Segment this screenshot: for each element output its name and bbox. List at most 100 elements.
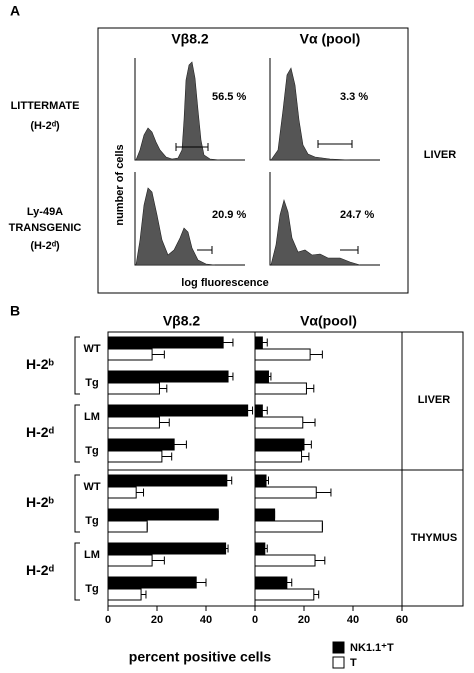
x-tick-label: 0 bbox=[252, 614, 258, 626]
row-label: TRANSGENIC bbox=[9, 222, 82, 234]
error-bar bbox=[228, 372, 234, 381]
error-bar bbox=[301, 452, 310, 461]
error-bar bbox=[247, 406, 254, 415]
error-bar bbox=[268, 372, 272, 381]
group-label: H-2ᵈ bbox=[26, 424, 55, 440]
error-bar bbox=[304, 440, 312, 449]
error-bar bbox=[159, 384, 168, 393]
category-label: Tg bbox=[85, 445, 98, 457]
bar bbox=[107, 576, 197, 589]
bar bbox=[254, 520, 323, 533]
bar bbox=[107, 438, 175, 451]
bar bbox=[254, 416, 304, 429]
group-bracket bbox=[74, 474, 80, 533]
percent-label: 20.9 % bbox=[212, 209, 246, 221]
category-label: Tg bbox=[85, 377, 98, 389]
histograms bbox=[134, 58, 380, 266]
group-bracket bbox=[74, 542, 80, 601]
chart-title: Vβ8.2 bbox=[163, 313, 201, 329]
bar bbox=[107, 554, 153, 567]
section-label: THYMUS bbox=[411, 532, 457, 544]
bar bbox=[254, 348, 311, 361]
error-bar bbox=[262, 406, 268, 415]
error-bar bbox=[310, 350, 323, 359]
bar bbox=[107, 486, 137, 499]
bar bbox=[254, 450, 303, 463]
bar bbox=[254, 404, 263, 417]
group-bracket bbox=[74, 404, 80, 463]
percent-label: 56.5 % bbox=[212, 91, 246, 103]
bar bbox=[107, 474, 228, 487]
bar bbox=[107, 450, 163, 463]
error-bar bbox=[302, 418, 316, 427]
bar bbox=[254, 438, 305, 451]
bar bbox=[254, 382, 307, 395]
bar bbox=[254, 576, 288, 589]
bar bbox=[254, 542, 266, 555]
bar bbox=[107, 520, 148, 533]
error-bar bbox=[159, 418, 170, 427]
legend-label: NK1.1⁺T bbox=[350, 642, 394, 654]
x-tick-label: 40 bbox=[200, 614, 212, 626]
chart-title: Vα(pool) bbox=[300, 313, 357, 329]
category-label: LM bbox=[84, 549, 100, 561]
category-label: Tg bbox=[85, 515, 98, 527]
error-bar bbox=[225, 544, 229, 553]
group-bracket bbox=[74, 336, 80, 395]
error-bar bbox=[141, 590, 147, 599]
category-label: Tg bbox=[85, 583, 98, 595]
x-axis-label: log fluorescence bbox=[181, 277, 268, 289]
percent-label: 24.7 % bbox=[340, 209, 374, 221]
bar bbox=[107, 404, 249, 417]
error-bar bbox=[152, 350, 165, 359]
category-label: WT bbox=[83, 343, 100, 355]
x-tick-label: 60 bbox=[396, 614, 408, 626]
row-label: Ly-49A bbox=[27, 206, 63, 218]
x-axis-label: percent positive cells bbox=[129, 649, 272, 665]
legend-swatch bbox=[332, 656, 345, 669]
percent-label: 3.3 % bbox=[340, 91, 368, 103]
group-label: H-2ᵈ bbox=[26, 562, 55, 578]
bar bbox=[254, 486, 317, 499]
x-tick-label: 40 bbox=[347, 614, 359, 626]
x-tick-label: 20 bbox=[151, 614, 163, 626]
row-label: (H-2ᵈ) bbox=[30, 240, 60, 252]
bar bbox=[254, 474, 267, 487]
panel-label: B bbox=[10, 303, 20, 319]
bar bbox=[107, 416, 160, 429]
section-label: LIVER bbox=[418, 394, 450, 406]
legend-swatch bbox=[332, 641, 345, 654]
error-bar bbox=[306, 384, 315, 393]
bar bbox=[107, 542, 227, 555]
error-bar bbox=[223, 338, 234, 347]
bar bbox=[254, 370, 269, 383]
error-bar bbox=[161, 452, 173, 461]
category-label: LM bbox=[84, 411, 100, 423]
bar bbox=[254, 554, 316, 567]
error-bar bbox=[226, 476, 233, 485]
y-axis-label: number of cells bbox=[114, 144, 126, 225]
error-bar bbox=[152, 556, 165, 565]
error-bar bbox=[313, 590, 320, 599]
row-label: LITTERMATE bbox=[11, 100, 80, 112]
error-bar bbox=[136, 488, 145, 497]
bar bbox=[107, 508, 219, 521]
bar bbox=[107, 348, 153, 361]
category-label: WT bbox=[83, 481, 100, 493]
bar bbox=[254, 336, 263, 349]
panel-label: A bbox=[10, 3, 20, 19]
column-title: Vβ8.2 bbox=[171, 31, 209, 47]
bar bbox=[107, 382, 160, 395]
error-bar bbox=[174, 440, 187, 449]
group-label: H-2ᵇ bbox=[26, 494, 55, 510]
bar bbox=[254, 588, 315, 601]
group-label: H-2ᵇ bbox=[26, 356, 55, 372]
legend-label: T bbox=[350, 657, 357, 669]
panel-frame bbox=[97, 27, 409, 294]
bar bbox=[254, 508, 276, 521]
error-bar bbox=[286, 578, 293, 587]
column-title: Vα (pool) bbox=[300, 31, 361, 47]
x-tick-label: 0 bbox=[105, 614, 111, 626]
bar bbox=[107, 588, 142, 601]
